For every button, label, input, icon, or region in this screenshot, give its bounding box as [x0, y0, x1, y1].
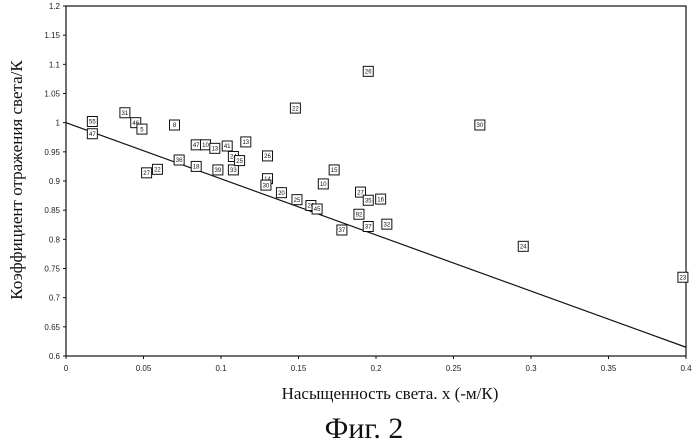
data-point-label: 25: [294, 198, 301, 204]
data-point: 26: [363, 66, 373, 76]
y-tick-label: 0.9: [49, 177, 61, 186]
data-point: 37: [363, 222, 373, 232]
data-point-label: 22: [292, 106, 299, 112]
data-point: 45: [312, 204, 322, 214]
data-point: 32: [382, 219, 392, 229]
data-point: 25: [235, 156, 245, 166]
data-point-label: 36: [176, 158, 183, 164]
y-tick-label: 0.8: [49, 235, 61, 244]
data-point-label: 16: [377, 197, 384, 203]
data-point: 37: [337, 225, 347, 235]
data-point: 22: [152, 164, 162, 174]
y-tick-label: 0.7: [49, 294, 61, 303]
data-point-label: 55: [89, 120, 96, 126]
data-point: 10: [318, 179, 328, 189]
data-point: 26: [263, 151, 273, 161]
data-point: 31: [120, 108, 130, 118]
y-tick-label: 1.1: [49, 60, 61, 69]
data-point-label: 35: [365, 198, 372, 204]
y-tick-label: 1: [56, 119, 61, 128]
x-tick-label: 0.25: [446, 364, 462, 373]
data-point: 35: [363, 195, 373, 205]
y-tick-label: 0.6: [49, 352, 61, 361]
data-point: 10: [201, 140, 211, 150]
data-point-label: 37: [339, 228, 346, 234]
data-point-label: 47: [89, 132, 96, 138]
y-tick-label: 0.75: [44, 265, 60, 274]
y-tick-label: 0.85: [44, 206, 60, 215]
data-point: 18: [191, 161, 201, 171]
data-point-label: 30: [263, 183, 270, 189]
data-point: 15: [329, 165, 339, 175]
data-point-label: 15: [331, 168, 338, 174]
data-point-label: 92: [356, 212, 363, 218]
data-point: 20: [276, 188, 286, 198]
data-point-label: 23: [680, 275, 687, 281]
data-point-label: 13: [211, 147, 218, 153]
data-point-label: 30: [477, 123, 484, 129]
data-point-label: 25: [236, 159, 243, 165]
tick-labels: 0.6 0.65 0.7 0.75 0.8 0.85 0.9 0.95 1 1.05 1.1 1.15…: [44, 2, 692, 373]
data-point-label: 26: [264, 154, 271, 160]
data-point: 13: [210, 143, 220, 153]
axes: [63, 6, 686, 359]
data-point: 41: [222, 141, 232, 151]
data-point: 27: [142, 168, 152, 178]
data-point: 5: [137, 124, 147, 134]
y-axis-title: Коэффициент отражения света/К: [7, 60, 26, 300]
data-point: 24: [518, 241, 528, 251]
data-point-label: 10: [202, 143, 209, 149]
data-point: 30: [261, 180, 271, 190]
data-points: 5547314658272236184710134139332425132614…: [87, 66, 688, 282]
data-point-label: 13: [242, 140, 249, 146]
data-point: 47: [87, 129, 97, 139]
data-point: 55: [87, 117, 97, 127]
data-point-label: 41: [224, 144, 231, 150]
data-point-label: 18: [193, 165, 200, 171]
data-point-label: 24: [520, 245, 527, 251]
data-point: 36: [174, 155, 184, 165]
y-tick-label: 1.15: [44, 31, 60, 40]
y-tick-label: 0.65: [44, 323, 60, 332]
trend-line: [66, 123, 686, 348]
data-point-label: 39: [215, 168, 222, 174]
x-tick-label: 0.4: [680, 364, 692, 373]
data-point-label: 26: [365, 70, 372, 76]
data-point-label: 33: [230, 168, 237, 174]
x-tick-label: 0.35: [601, 364, 617, 373]
data-point-label: 47: [193, 143, 200, 149]
data-point: 8: [170, 120, 180, 130]
x-tick-label: 0.3: [525, 364, 537, 373]
figure-caption: Фиг. 2: [325, 412, 404, 445]
data-point-label: 45: [314, 207, 321, 213]
data-point: 23: [678, 272, 688, 282]
data-point: 22: [290, 103, 300, 113]
y-tick-label: 0.95: [44, 148, 60, 157]
data-point: 16: [376, 194, 386, 204]
data-point: 33: [228, 165, 238, 175]
data-point: 39: [213, 165, 223, 175]
x-tick-label: 0.15: [291, 364, 307, 373]
data-point: 25: [292, 195, 302, 205]
data-point-label: 27: [143, 171, 150, 177]
x-tick-label: 0.2: [370, 364, 382, 373]
data-point-label: 22: [154, 168, 161, 174]
data-point: 47: [191, 140, 201, 150]
data-point-label: 37: [365, 225, 372, 231]
data-point-label: 32: [384, 222, 391, 228]
data-point: 13: [241, 137, 251, 147]
data-point: 92: [354, 209, 364, 219]
y-tick-label: 1.05: [44, 90, 60, 99]
y-tick-label: 1.2: [49, 2, 61, 11]
data-point-label: 20: [278, 191, 285, 197]
x-tick-label: 0: [64, 364, 69, 373]
data-point-label: 10: [320, 182, 327, 188]
x-tick-label: 0.05: [136, 364, 152, 373]
data-point-label: 31: [122, 111, 129, 117]
x-tick-label: 0.1: [215, 364, 227, 373]
data-point: 30: [475, 120, 485, 130]
x-axis-title: Насыщенность света. x (-м/К): [282, 384, 499, 403]
plot-frame: [66, 6, 686, 356]
